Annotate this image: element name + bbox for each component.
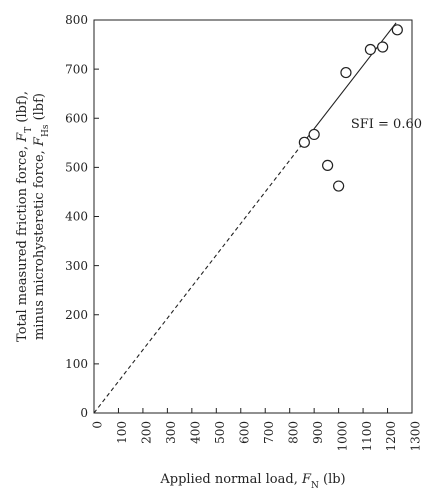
y-tick-label: 0 [80,406,88,420]
y-tick-label: 100 [65,357,88,371]
fit-line [93,22,397,414]
x-tick-label: 100 [115,421,129,444]
y-tick-label: 300 [65,259,88,273]
x-tick-label: 200 [140,421,154,444]
y-tick-label: 700 [65,62,88,76]
x-tick-label: 800 [286,421,300,444]
x-tick-label: 600 [237,421,251,444]
data-point [364,43,377,56]
x-tick-label: 300 [164,421,178,444]
data-point [298,136,310,148]
x-tick-label: 1100 [360,421,374,452]
x-tick-label: 500 [213,421,227,444]
x-tick-label: 0 [91,421,105,429]
x-tick-label: 900 [311,421,325,444]
y-tick-label: 500 [65,161,88,175]
data-point [377,41,389,53]
y-tick-label: 400 [65,210,88,224]
x-axis-title: Applied normal load, FN (lb) [159,472,345,491]
x-tick-label: 400 [189,421,203,444]
data-point [322,159,334,172]
data-point [333,180,345,192]
y-tick-label: 800 [65,13,88,27]
y-axis-title-line2: minus microhysteretic force, FHs (lbf) [32,93,51,340]
y-axis-ticks: 0 100 200 300 400 500 600 700 800 [65,13,99,420]
x-tick-label: 1300 [409,421,423,452]
x-tick-label: 1000 [335,421,349,452]
x-axis-ticks: 0 100 200 300 400 500 600 700 800 900 1000 1100 1200… [91,408,423,452]
y-tick-label: 600 [65,111,88,125]
y-tick-label: 200 [65,308,88,322]
data-point [308,128,320,141]
data-point [340,66,352,79]
x-tick-label: 1200 [384,421,398,452]
plot-frame [93,19,413,414]
y-axis-title-line1: Total measured friction force, FT (lbf), [15,91,34,342]
data-point [391,24,403,36]
data-points [298,24,403,192]
fit-line-dashed [93,141,305,414]
x-tick-label: 700 [262,421,276,444]
plot-area [93,19,413,414]
sfi-annotation: SFI = 0.60 [351,117,422,132]
